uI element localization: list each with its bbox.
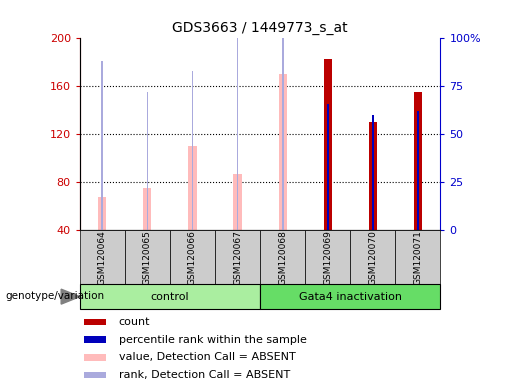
- Text: count: count: [119, 317, 150, 327]
- Bar: [233, 174, 242, 230]
- Bar: [323, 59, 332, 230]
- Bar: [215, 230, 260, 284]
- Bar: [260, 230, 305, 284]
- Text: GSM120066: GSM120066: [188, 230, 197, 285]
- Text: GSM120067: GSM120067: [233, 230, 242, 285]
- Bar: [396, 230, 440, 284]
- Text: GSM120068: GSM120068: [278, 230, 287, 285]
- Bar: [372, 115, 373, 230]
- Bar: [369, 122, 377, 230]
- Bar: [414, 93, 422, 230]
- Text: rank, Detection Call = ABSENT: rank, Detection Call = ABSENT: [119, 370, 290, 380]
- Text: Gata4 inactivation: Gata4 inactivation: [299, 291, 402, 302]
- Bar: [101, 61, 103, 230]
- Title: GDS3663 / 1449773_s_at: GDS3663 / 1449773_s_at: [172, 21, 348, 35]
- Text: genotype/variation: genotype/variation: [5, 291, 104, 301]
- Text: GSM120065: GSM120065: [143, 230, 152, 285]
- Bar: [417, 111, 419, 230]
- Bar: [260, 284, 440, 309]
- Bar: [279, 74, 287, 230]
- Bar: [188, 146, 197, 230]
- Bar: [84, 319, 106, 325]
- Text: control: control: [150, 291, 189, 302]
- Bar: [125, 230, 170, 284]
- Text: GSM120069: GSM120069: [323, 230, 332, 285]
- Bar: [80, 230, 125, 284]
- Bar: [350, 230, 396, 284]
- Text: GSM120064: GSM120064: [98, 230, 107, 285]
- Bar: [236, 0, 238, 230]
- Bar: [80, 284, 260, 309]
- Text: value, Detection Call = ABSENT: value, Detection Call = ABSENT: [119, 353, 296, 362]
- Polygon shape: [61, 289, 80, 304]
- Bar: [84, 372, 106, 378]
- Bar: [305, 230, 350, 284]
- Bar: [98, 197, 107, 230]
- Bar: [143, 189, 151, 230]
- Bar: [170, 230, 215, 284]
- Bar: [84, 354, 106, 361]
- Text: GSM120071: GSM120071: [414, 230, 422, 285]
- Bar: [327, 104, 329, 230]
- Bar: [282, 0, 283, 230]
- Text: GSM120070: GSM120070: [368, 230, 377, 285]
- Bar: [192, 71, 193, 230]
- Text: percentile rank within the sample: percentile rank within the sample: [119, 334, 306, 344]
- Bar: [147, 92, 148, 230]
- Bar: [84, 336, 106, 343]
